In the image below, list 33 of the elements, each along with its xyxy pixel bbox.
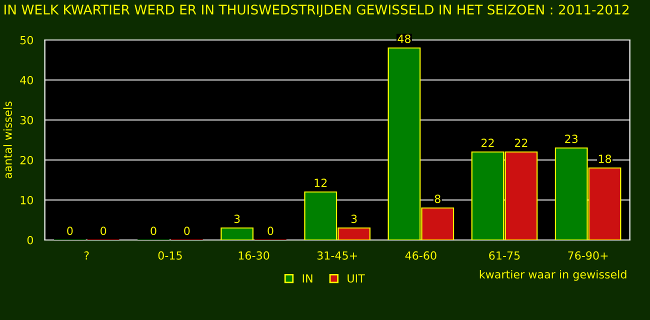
x-tick-label: 46-60 [405,251,436,260]
y-tick-label: 40 [20,76,33,84]
data-label: 0 [67,226,73,236]
y-tick-label: 10 [20,196,33,204]
x-tick-label: 61-75 [489,251,520,260]
data-label: 3 [351,214,357,224]
data-label: 0 [268,226,274,236]
legend-label: IN [302,274,312,282]
x-tick-label: ? [84,251,89,260]
data-label: 0 [150,226,156,236]
x-tick-label: 76-90+ [568,251,608,260]
x-tick-label: 0-15 [158,251,182,260]
y-tick-label: 20 [20,156,33,164]
data-label: 0 [184,226,190,236]
chart-title: IN WELK KWARTIER WERD ER IN THUISWEDSTRIJDEN GEWISSELD IN HET SEIZOEN : 2011-2012 [4,4,629,18]
y-tick-label: 50 [20,36,33,44]
data-label: 12 [314,178,327,187]
data-label: 3 [234,214,240,224]
data-label: 8 [434,194,440,204]
legend-label: UIT [348,274,365,283]
x-tick-label: 31-45+ [317,251,357,260]
data-label: 48 [398,34,411,44]
data-label: 22 [514,138,528,147]
x-axis-title: kwartier waar in gewisseld [480,270,626,281]
data-label: 0 [100,226,106,236]
data-label: 18 [598,154,612,164]
data-label: 23 [565,134,578,144]
data-label: 22 [482,138,494,147]
y-axis-title: aantal wissels [3,102,12,178]
y-tick-label: 30 [20,116,33,124]
bar [220,227,254,240]
y-tick-label: 0 [27,236,33,244]
x-tick-label: 16-30 [238,251,270,260]
